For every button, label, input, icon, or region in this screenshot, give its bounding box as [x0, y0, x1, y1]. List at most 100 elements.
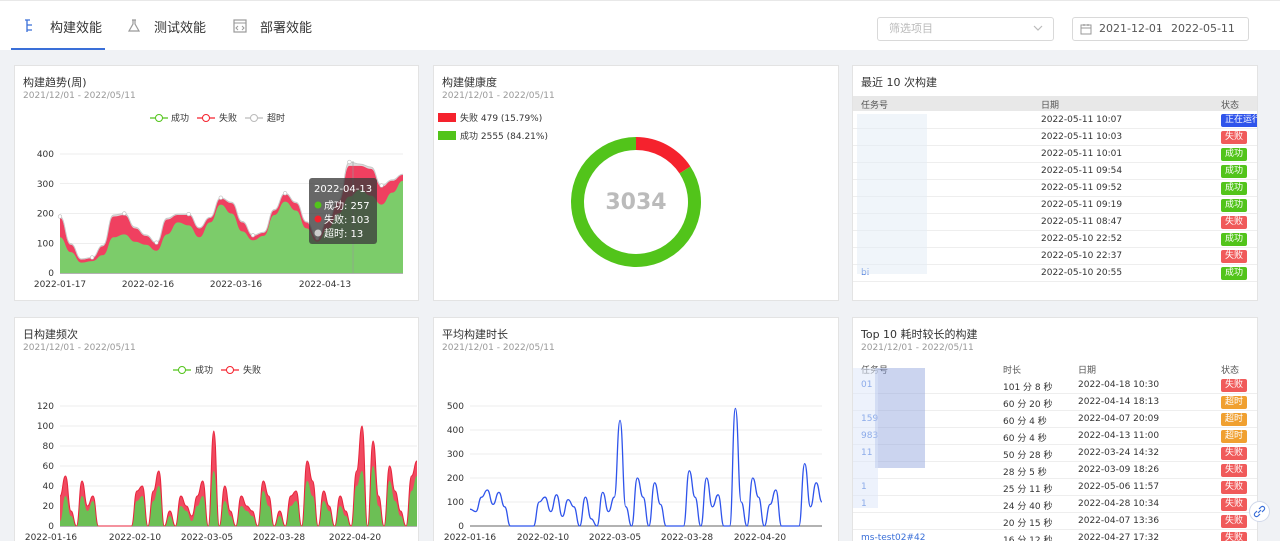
avg-x-tick-label: 2022-03-05 — [589, 533, 641, 541]
daily-builds-chart[interactable]: 成功 失败 0 20 40 60 80 100 120 2022-01-16 2022-02-… — [15, 318, 418, 541]
date-end[interactable]: 2022-05-11 — [1171, 22, 1235, 35]
status-badge: 失败 — [1221, 481, 1248, 494]
build-date: 2022-05-06 11:57 — [1078, 482, 1160, 492]
tab-deploy[interactable]: 部署效能 — [232, 1, 312, 51]
chevron-down-icon — [1033, 25, 1043, 31]
table-row[interactable]: 2022-05-11 09:19 成功 — [853, 197, 1257, 214]
table-row[interactable]: 2022-05-11 08:47 失败 — [853, 214, 1257, 231]
build-date: 2022-05-11 10:07 — [1041, 115, 1123, 125]
build-duration: 60 分 20 秒 — [1003, 400, 1053, 410]
build-date: 2022-05-10 22:37 — [1041, 251, 1123, 261]
trend-success-area — [60, 180, 403, 273]
table-row[interactable]: 20 分 15 秒 2022-04-07 13:36 失败 — [853, 513, 1257, 530]
build-date: 2022-05-11 10:03 — [1041, 132, 1123, 142]
table-row[interactable]: 2022-05-10 22:52 成功 — [853, 231, 1257, 248]
avg-duration-title: 平均构建时长 — [442, 328, 508, 341]
trend-point — [186, 211, 191, 217]
health-legend-success[interactable]: 成功 2555 (84.21%) — [460, 130, 548, 142]
link-float-button[interactable] — [1249, 501, 1270, 522]
col-duration: 时长 — [1003, 366, 1022, 376]
avg-duration-chart[interactable]: 0 100 200 300 400 500 2022-01-16 2022-02-10 202… — [434, 318, 838, 541]
tab-build[interactable]: 构建效能 — [22, 1, 102, 51]
table-row[interactable]: 2022-05-11 09:52 成功 — [853, 180, 1257, 197]
daily-y-tick-label: 80 — [43, 442, 55, 452]
daily-legend[interactable]: 成功 失败 — [173, 364, 261, 376]
tab-test[interactable]: 测试效能 — [126, 1, 206, 51]
trend-x-tick-label: 2022-04-13 — [299, 280, 351, 290]
code-window-icon — [233, 19, 247, 33]
build-date: 2022-05-11 08:47 — [1041, 217, 1123, 227]
tooltip-timeout: 超时: 13 — [324, 227, 363, 240]
task-id-link[interactable]: ms-test02#42 — [861, 533, 926, 541]
build-trend-title: 构建趋势(周) — [23, 76, 87, 89]
status-badge: 失败 — [1221, 532, 1248, 541]
build-duration: 101 分 8 秒 — [1003, 383, 1053, 393]
project-filter-select[interactable]: 筛选项目 — [877, 17, 1054, 41]
trend-y-tick-label: 400 — [37, 150, 54, 160]
build-date: 2022-04-27 17:32 — [1078, 533, 1160, 541]
avg-y-tick-label: 200 — [447, 474, 464, 484]
col-date: 日期 — [1078, 366, 1097, 376]
tab-deploy-label: 部署效能 — [260, 20, 313, 36]
build-health-chart[interactable]: 失败 479 (15.79%) 成功 2555 (84.21%) 3034 — [434, 66, 838, 300]
tab-test-label: 测试效能 — [154, 20, 207, 36]
daily-legend-success: 成功 — [195, 364, 213, 376]
build-date: 2022-05-10 22:52 — [1041, 234, 1123, 244]
redacted-task-ids — [875, 368, 925, 468]
daily-y-tick-label: 100 — [37, 422, 54, 432]
status-badge: 成功 — [1221, 165, 1248, 178]
table-row[interactable]: 2022-05-11 10:03 失败 — [853, 129, 1257, 146]
build-date: 2022-04-13 11:00 — [1078, 431, 1160, 441]
avg-x-tick-label: 2022-03-28 — [661, 533, 714, 541]
status-badge: 失败 — [1221, 379, 1248, 392]
status-badge: 超时 — [1221, 413, 1248, 426]
trend-point — [250, 233, 256, 238]
build-duration: 20 分 15 秒 — [1003, 519, 1053, 529]
table-row[interactable]: ms-test02#42 16 分 12 秒 2022-04-27 17:32 失败 — [853, 530, 1257, 541]
avg-x-tick-label: 2022-01-16 — [444, 533, 497, 541]
trend-point — [379, 183, 384, 188]
daily-y-tick-label: 120 — [37, 402, 54, 412]
health-legend-fail[interactable]: 失败 479 (15.79%) — [460, 112, 542, 124]
trend-point — [154, 240, 159, 245]
health-slice-fail[interactable] — [636, 137, 691, 174]
table-row[interactable]: 28 分 5 秒 2022-03-09 18:26 失败 — [853, 462, 1257, 479]
trend-legend-success: 成功 — [171, 112, 189, 124]
flow-icon — [25, 19, 32, 32]
build-date: 2022-05-11 09:19 — [1041, 200, 1123, 210]
date-range-picker[interactable]: 2021-12-01 - 2022-05-11 — [1072, 17, 1249, 41]
trend-point — [218, 195, 223, 200]
daily-x-tick-label: 2022-01-16 — [25, 533, 78, 541]
build-date: 2022-04-18 10:30 — [1078, 380, 1160, 390]
status-badge: 成功 — [1221, 267, 1248, 280]
table-row[interactable]: 2022-05-11 10:01 成功 — [853, 146, 1257, 163]
table-row[interactable]: 2022-05-11 10:07 正在运行 — [853, 112, 1257, 129]
status-badge: 成功 — [1221, 148, 1248, 161]
build-duration: 25 分 11 秒 — [1003, 485, 1053, 495]
health-legend-success-swatch[interactable] — [438, 131, 456, 140]
trend-timeout-line — [59, 161, 404, 260]
daily-builds-card: 日构建频次 2021/12/01 - 2022/05/11 成功 失败 0 20 4… — [14, 317, 419, 541]
table-row[interactable]: 2022-05-11 09:54 成功 — [853, 163, 1257, 180]
daily-builds-title: 日构建频次 — [23, 328, 78, 341]
status-badge: 失败 — [1221, 498, 1248, 511]
table-row[interactable]: 60 分 20 秒 2022-04-14 18:13 超时 — [853, 394, 1257, 411]
daily-success-area — [60, 466, 417, 526]
build-trend-chart[interactable]: 成功 失败 超时 0 100 200 300 400 2022-01-17 2022-02… — [15, 66, 418, 300]
build-health-card: 构建健康度 2021/12/01 - 2022/05/11 失败 479 (15… — [433, 65, 839, 301]
build-date: 2022-04-07 20:09 — [1078, 414, 1160, 424]
project-filter-placeholder: 筛选项目 — [889, 22, 933, 35]
daily-y-tick-label: 20 — [43, 502, 55, 512]
calendar-icon — [1080, 24, 1092, 35]
date-start[interactable]: 2021-12-01 — [1099, 22, 1163, 35]
build-duration: 24 分 40 秒 — [1003, 502, 1053, 512]
table-row[interactable]: 2022-05-10 22:37 失败 — [853, 248, 1257, 265]
recent-builds-card: 最近 10 次构建 任务号 日期 状态 2022-05-11 10:07 正在运行… — [852, 65, 1258, 301]
trend-legend[interactable]: 成功 失败 超时 — [150, 112, 285, 124]
trend-point — [282, 191, 288, 196]
redacted-task-ids — [857, 114, 927, 274]
redacted-task-ids-2 — [853, 368, 878, 508]
health-legend-fail-swatch[interactable] — [438, 113, 456, 122]
